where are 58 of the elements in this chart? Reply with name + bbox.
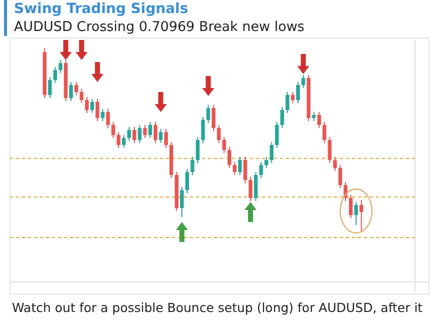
candlestick xyxy=(264,156,268,168)
candlestick xyxy=(148,121,152,138)
candlestick xyxy=(322,121,326,144)
candlestick xyxy=(232,162,237,176)
candlestick xyxy=(74,82,78,96)
candlestick xyxy=(238,156,242,176)
candlestick xyxy=(222,136,226,154)
chart-title: Swing Trading Signals xyxy=(14,1,188,17)
candlestick xyxy=(228,146,232,168)
candlestick xyxy=(106,108,110,129)
candlestick xyxy=(243,156,248,184)
chart-subtitle: AUDUSD Crossing 0.70969 Break new lows xyxy=(14,19,304,35)
candlestick xyxy=(338,164,342,189)
candlestick xyxy=(190,156,194,176)
candlestick xyxy=(116,132,120,148)
candlestick xyxy=(216,124,221,144)
candlestick xyxy=(53,66,58,84)
candlestick xyxy=(69,82,73,102)
candlestick xyxy=(127,126,131,142)
candlestick xyxy=(96,98,100,122)
candlestick xyxy=(290,91,295,104)
candlestick xyxy=(212,104,216,132)
candlestick xyxy=(354,202,358,226)
candlestick xyxy=(138,124,142,144)
candlestick xyxy=(360,199,364,232)
candlestick xyxy=(259,162,263,179)
candlestick xyxy=(312,112,316,122)
candlestick xyxy=(317,112,321,129)
candlestick xyxy=(80,88,84,104)
candlestick xyxy=(196,136,200,164)
candlestick xyxy=(286,91,290,114)
candlestick xyxy=(270,142,274,164)
candlestick xyxy=(158,128,163,144)
candlestick xyxy=(154,121,158,144)
candlestick xyxy=(333,156,337,172)
candlestick xyxy=(301,74,306,88)
candlestick xyxy=(122,134,126,148)
candlestick xyxy=(296,82,300,104)
candlestick xyxy=(164,128,168,148)
candlestick xyxy=(100,108,105,122)
candlestick xyxy=(348,194,353,219)
candlestick xyxy=(48,76,52,99)
candlestick xyxy=(254,172,258,202)
candlestick xyxy=(111,121,116,138)
candlestick xyxy=(206,104,210,124)
candlestick xyxy=(180,186,184,218)
candlestick xyxy=(280,106,284,129)
candlestick xyxy=(248,176,252,202)
candlestick xyxy=(201,116,205,144)
candlestick xyxy=(58,59,62,74)
text: Watch out for a possible Bounce setup (long) for AUDUSD, after it xyxy=(12,300,423,315)
candlestick xyxy=(90,98,94,114)
candlestick xyxy=(185,168,190,194)
candlestick xyxy=(275,121,279,148)
candlestick xyxy=(143,124,147,138)
candlestick xyxy=(85,96,89,114)
candlestick xyxy=(328,136,332,164)
candlestick xyxy=(132,126,136,144)
